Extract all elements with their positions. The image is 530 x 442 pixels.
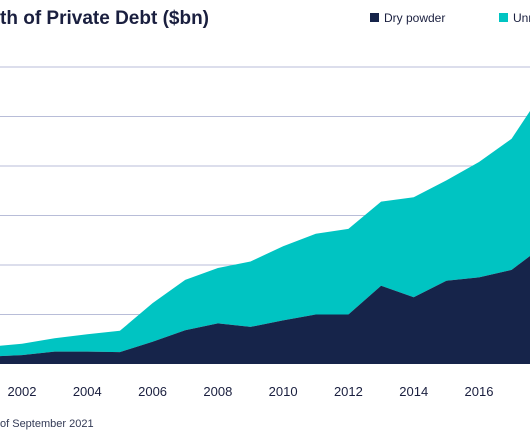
chart-title: th of Private Debt ($bn) bbox=[0, 8, 209, 29]
x-tick-label: 2016 bbox=[465, 384, 494, 399]
legend-swatch-unr bbox=[499, 13, 508, 22]
x-axis-ticks: 200220042006200820102012201420162 bbox=[8, 384, 494, 399]
x-tick-label: 2004 bbox=[73, 384, 102, 399]
legend-label-dry-powder: Dry powder bbox=[384, 11, 445, 25]
x-tick-label: 2012 bbox=[334, 384, 363, 399]
source-footnote: of September 2021 bbox=[0, 418, 94, 430]
x-tick-label: 2014 bbox=[399, 384, 428, 399]
x-tick-label: 2010 bbox=[269, 384, 298, 399]
x-tick-label: 2006 bbox=[138, 384, 167, 399]
x-tick-label: 2008 bbox=[203, 384, 232, 399]
area-dry-powder bbox=[0, 256, 530, 364]
x-tick-label: 2002 bbox=[8, 384, 37, 399]
legend-label-unr: Unr bbox=[513, 11, 530, 25]
legend-swatch-dry-powder bbox=[370, 13, 379, 22]
area-series bbox=[0, 110, 530, 364]
area-unr bbox=[0, 110, 530, 357]
